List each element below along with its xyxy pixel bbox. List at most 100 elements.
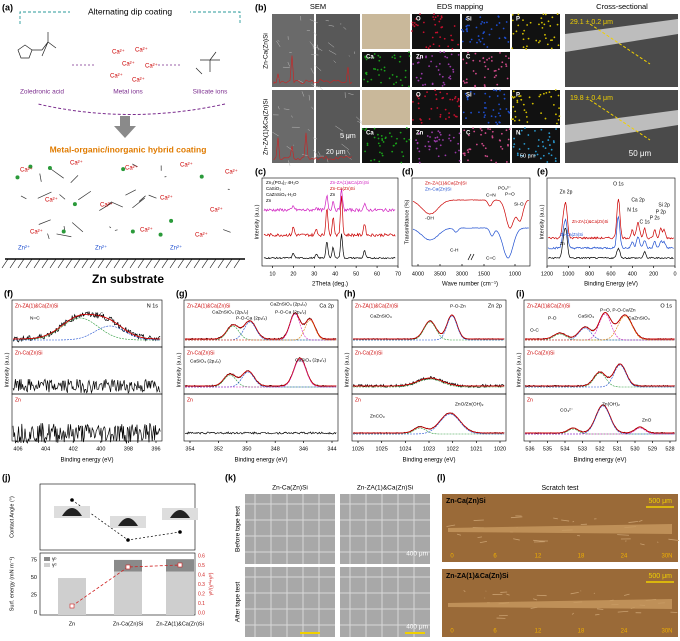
- spectrum: [263, 233, 396, 260]
- speckle: [433, 13, 435, 16]
- label: N-C: [95, 311, 104, 317]
- speckle: [408, 138, 411, 141]
- label: Zn: [15, 397, 21, 403]
- speckle: [537, 41, 540, 44]
- texture: [617, 534, 630, 536]
- ratio-line: [71, 564, 181, 607]
- label: CaSiO₃ (2p₃/₂): [295, 357, 326, 363]
- label: Zn: [355, 397, 361, 403]
- texture: [628, 520, 639, 523]
- label: P-O-Zn: [450, 303, 466, 309]
- label: C=C: [486, 255, 496, 261]
- speckle: [467, 151, 470, 154]
- speckle: [493, 76, 496, 79]
- speckle: [473, 130, 476, 133]
- speckle: [399, 55, 402, 58]
- label: Zn: [560, 241, 566, 246]
- fit: [185, 357, 337, 387]
- speckle: [549, 25, 552, 27]
- label: Zn-Ca(Zn)Si: [187, 350, 215, 356]
- hatch: [129, 258, 137, 269]
- speckle: [424, 145, 427, 148]
- speckle: [479, 16, 482, 19]
- speckle: [484, 154, 487, 157]
- speckle: [457, 142, 460, 145]
- speckle: [500, 145, 502, 148]
- component: [525, 315, 675, 341]
- bond: [138, 195, 146, 202]
- label: Intensity (a.u.): [254, 204, 260, 239]
- speckle: [491, 136, 494, 139]
- tick-label: 1000: [562, 271, 574, 277]
- label: (b): [255, 2, 267, 12]
- speckle: [429, 145, 432, 148]
- speckle: [540, 17, 543, 20]
- speckle: [438, 131, 441, 134]
- speckle: [373, 158, 376, 161]
- label: Cross-sectional: [596, 2, 648, 11]
- speckle: [437, 155, 440, 158]
- label: Binding energy (eV): [60, 458, 113, 464]
- tick-label: 531: [613, 446, 622, 452]
- tick-label: 40: [332, 271, 338, 277]
- label: Zoledronic acid: [20, 89, 64, 96]
- speckle: [436, 31, 439, 34]
- speckle: [537, 139, 540, 141]
- speckle: [517, 24, 520, 27]
- label: After tape test: [235, 582, 242, 623]
- label: 400 μm: [406, 551, 428, 558]
- speckle: [513, 119, 516, 122]
- texture: [668, 538, 680, 541]
- speckle: [461, 40, 464, 43]
- label: (f): [4, 288, 13, 298]
- bond: [70, 175, 79, 183]
- speckle: [452, 136, 455, 139]
- speckle: [484, 114, 486, 117]
- texture: [272, 131, 279, 137]
- speckle: [492, 109, 495, 111]
- label: P 2s: [650, 215, 660, 221]
- speckle: [557, 44, 560, 47]
- tick-label: 346: [299, 446, 308, 452]
- tick-label: 530: [630, 446, 639, 452]
- label: Ca²⁺: [145, 63, 158, 70]
- hatch: [89, 258, 97, 269]
- texture: [348, 93, 354, 95]
- speckle: [482, 57, 485, 60]
- speckle: [412, 100, 414, 103]
- speckle: [418, 161, 421, 164]
- speckle: [392, 144, 395, 147]
- speckle: [382, 141, 385, 143]
- speckle: [511, 19, 514, 22]
- texture: [510, 516, 523, 519]
- speckle: [482, 32, 485, 35]
- label: 500 μm: [649, 573, 673, 580]
- speckle: [439, 91, 442, 94]
- speckle: [379, 151, 381, 154]
- speckle: [429, 45, 432, 48]
- label: Zn²⁺: [170, 245, 182, 252]
- component: [525, 364, 675, 388]
- speckle: [486, 155, 489, 158]
- label: Silicate ions: [193, 89, 228, 96]
- tick-label: 1022: [447, 446, 459, 452]
- label: Zn-ZA(1)&Ca(Zn)Si: [263, 99, 270, 155]
- speckle: [438, 63, 441, 65]
- speckle: [481, 37, 484, 40]
- label: N: [516, 131, 520, 137]
- label: O: [416, 93, 421, 99]
- label: (c): [255, 166, 266, 176]
- speckle: [469, 90, 472, 93]
- label: N 1s: [627, 207, 638, 213]
- label: SEM: [310, 2, 326, 11]
- speckle: [402, 155, 405, 158]
- component: [525, 405, 675, 435]
- fit: [353, 377, 505, 387]
- image-region: [44, 563, 50, 567]
- speckle: [453, 114, 456, 116]
- speckle: [418, 132, 421, 135]
- speckle: [427, 140, 430, 143]
- label: N 1s: [147, 303, 159, 309]
- speckle: [424, 95, 426, 98]
- texture: [312, 137, 318, 140]
